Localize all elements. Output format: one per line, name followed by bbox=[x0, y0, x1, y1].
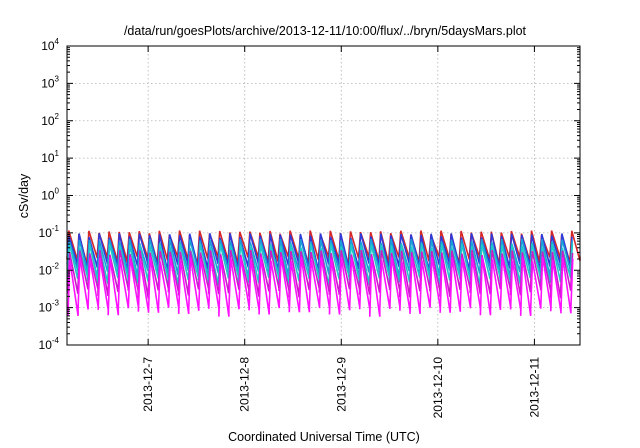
grid-lines bbox=[67, 46, 580, 345]
x-tick-labels: 2013-12-7 2013-12-8 2013-12-9 2013-12-10 201… bbox=[141, 357, 541, 419]
y-tick-label: 100 bbox=[41, 187, 59, 203]
x-tick-label: 2013-12-9 bbox=[334, 357, 348, 412]
x-axis-label: Coordinated Universal Time (UTC) bbox=[228, 430, 420, 444]
y-tick-label: 10-4 bbox=[39, 336, 60, 352]
y-tick-label: 10-2 bbox=[39, 261, 60, 277]
chart-title: /data/run/goesPlots/archive/2013-12-11/1… bbox=[124, 24, 527, 38]
y-tick-label: 102 bbox=[41, 112, 59, 128]
y-axis-label: cSv/day bbox=[17, 173, 31, 218]
y-tick-label: 103 bbox=[41, 74, 59, 90]
y-tick-label: 10-1 bbox=[39, 224, 60, 240]
series-line-5 bbox=[67, 256, 574, 317]
y-tick-labels: 10-4 10-3 10-2 10-1 100 101 102 103 104 bbox=[39, 37, 60, 352]
axis-ticks bbox=[67, 45, 580, 346]
y-tick-label: 101 bbox=[41, 149, 59, 165]
x-tick-label: 2013-12-8 bbox=[238, 357, 252, 412]
x-tick-label: 2013-12-10 bbox=[431, 357, 445, 419]
y-tick-label: 104 bbox=[41, 37, 59, 53]
x-tick-label: 2013-12-11 bbox=[527, 357, 541, 418]
y-tick-label: 10-3 bbox=[39, 299, 60, 315]
data-series bbox=[66, 230, 581, 317]
x-tick-label: 2013-12-7 bbox=[141, 357, 155, 412]
